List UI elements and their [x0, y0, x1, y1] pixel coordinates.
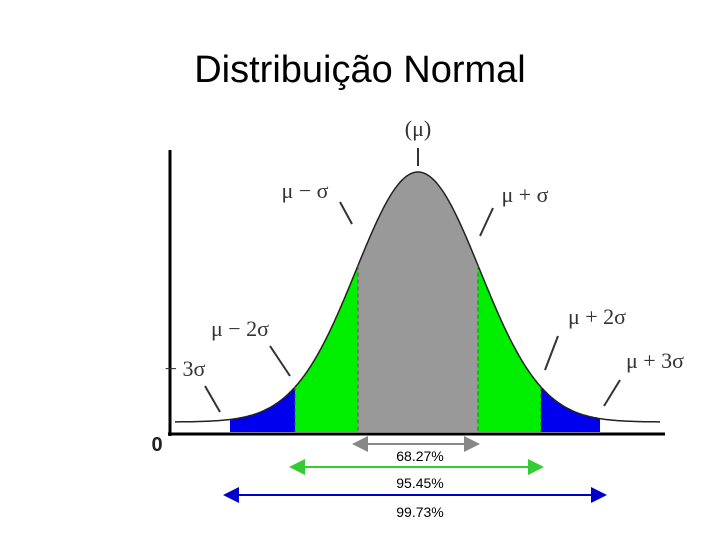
area	[358, 172, 478, 432]
pointer	[339, 201, 353, 225]
origin-label: 0	[151, 434, 162, 456]
plus-2-label: μ + 2σ	[568, 304, 626, 329]
area	[478, 265, 541, 432]
plus-1-label: μ + σ	[501, 182, 548, 207]
pointer	[544, 335, 559, 371]
minus-1-label: μ − σ	[281, 178, 328, 203]
normal-curve	[175, 171, 660, 432]
range-label: 95.45%	[396, 475, 443, 491]
mean-label: (μ)	[405, 116, 431, 141]
pointer	[269, 345, 291, 377]
curve-line	[175, 171, 660, 423]
title: Distribuição Normal	[194, 49, 526, 91]
plus-3-label: μ + 3σ	[626, 348, 684, 373]
pointer	[479, 207, 494, 237]
area	[295, 265, 358, 432]
pointer	[204, 385, 221, 413]
range-label: 99.73%	[396, 504, 443, 520]
area	[541, 387, 600, 432]
area	[230, 387, 295, 432]
minus-3-label: − 3σ	[165, 356, 206, 381]
minus-2-label: μ − 2σ	[211, 316, 269, 341]
pointer	[603, 379, 621, 407]
range-label: 68.27%	[396, 448, 443, 464]
